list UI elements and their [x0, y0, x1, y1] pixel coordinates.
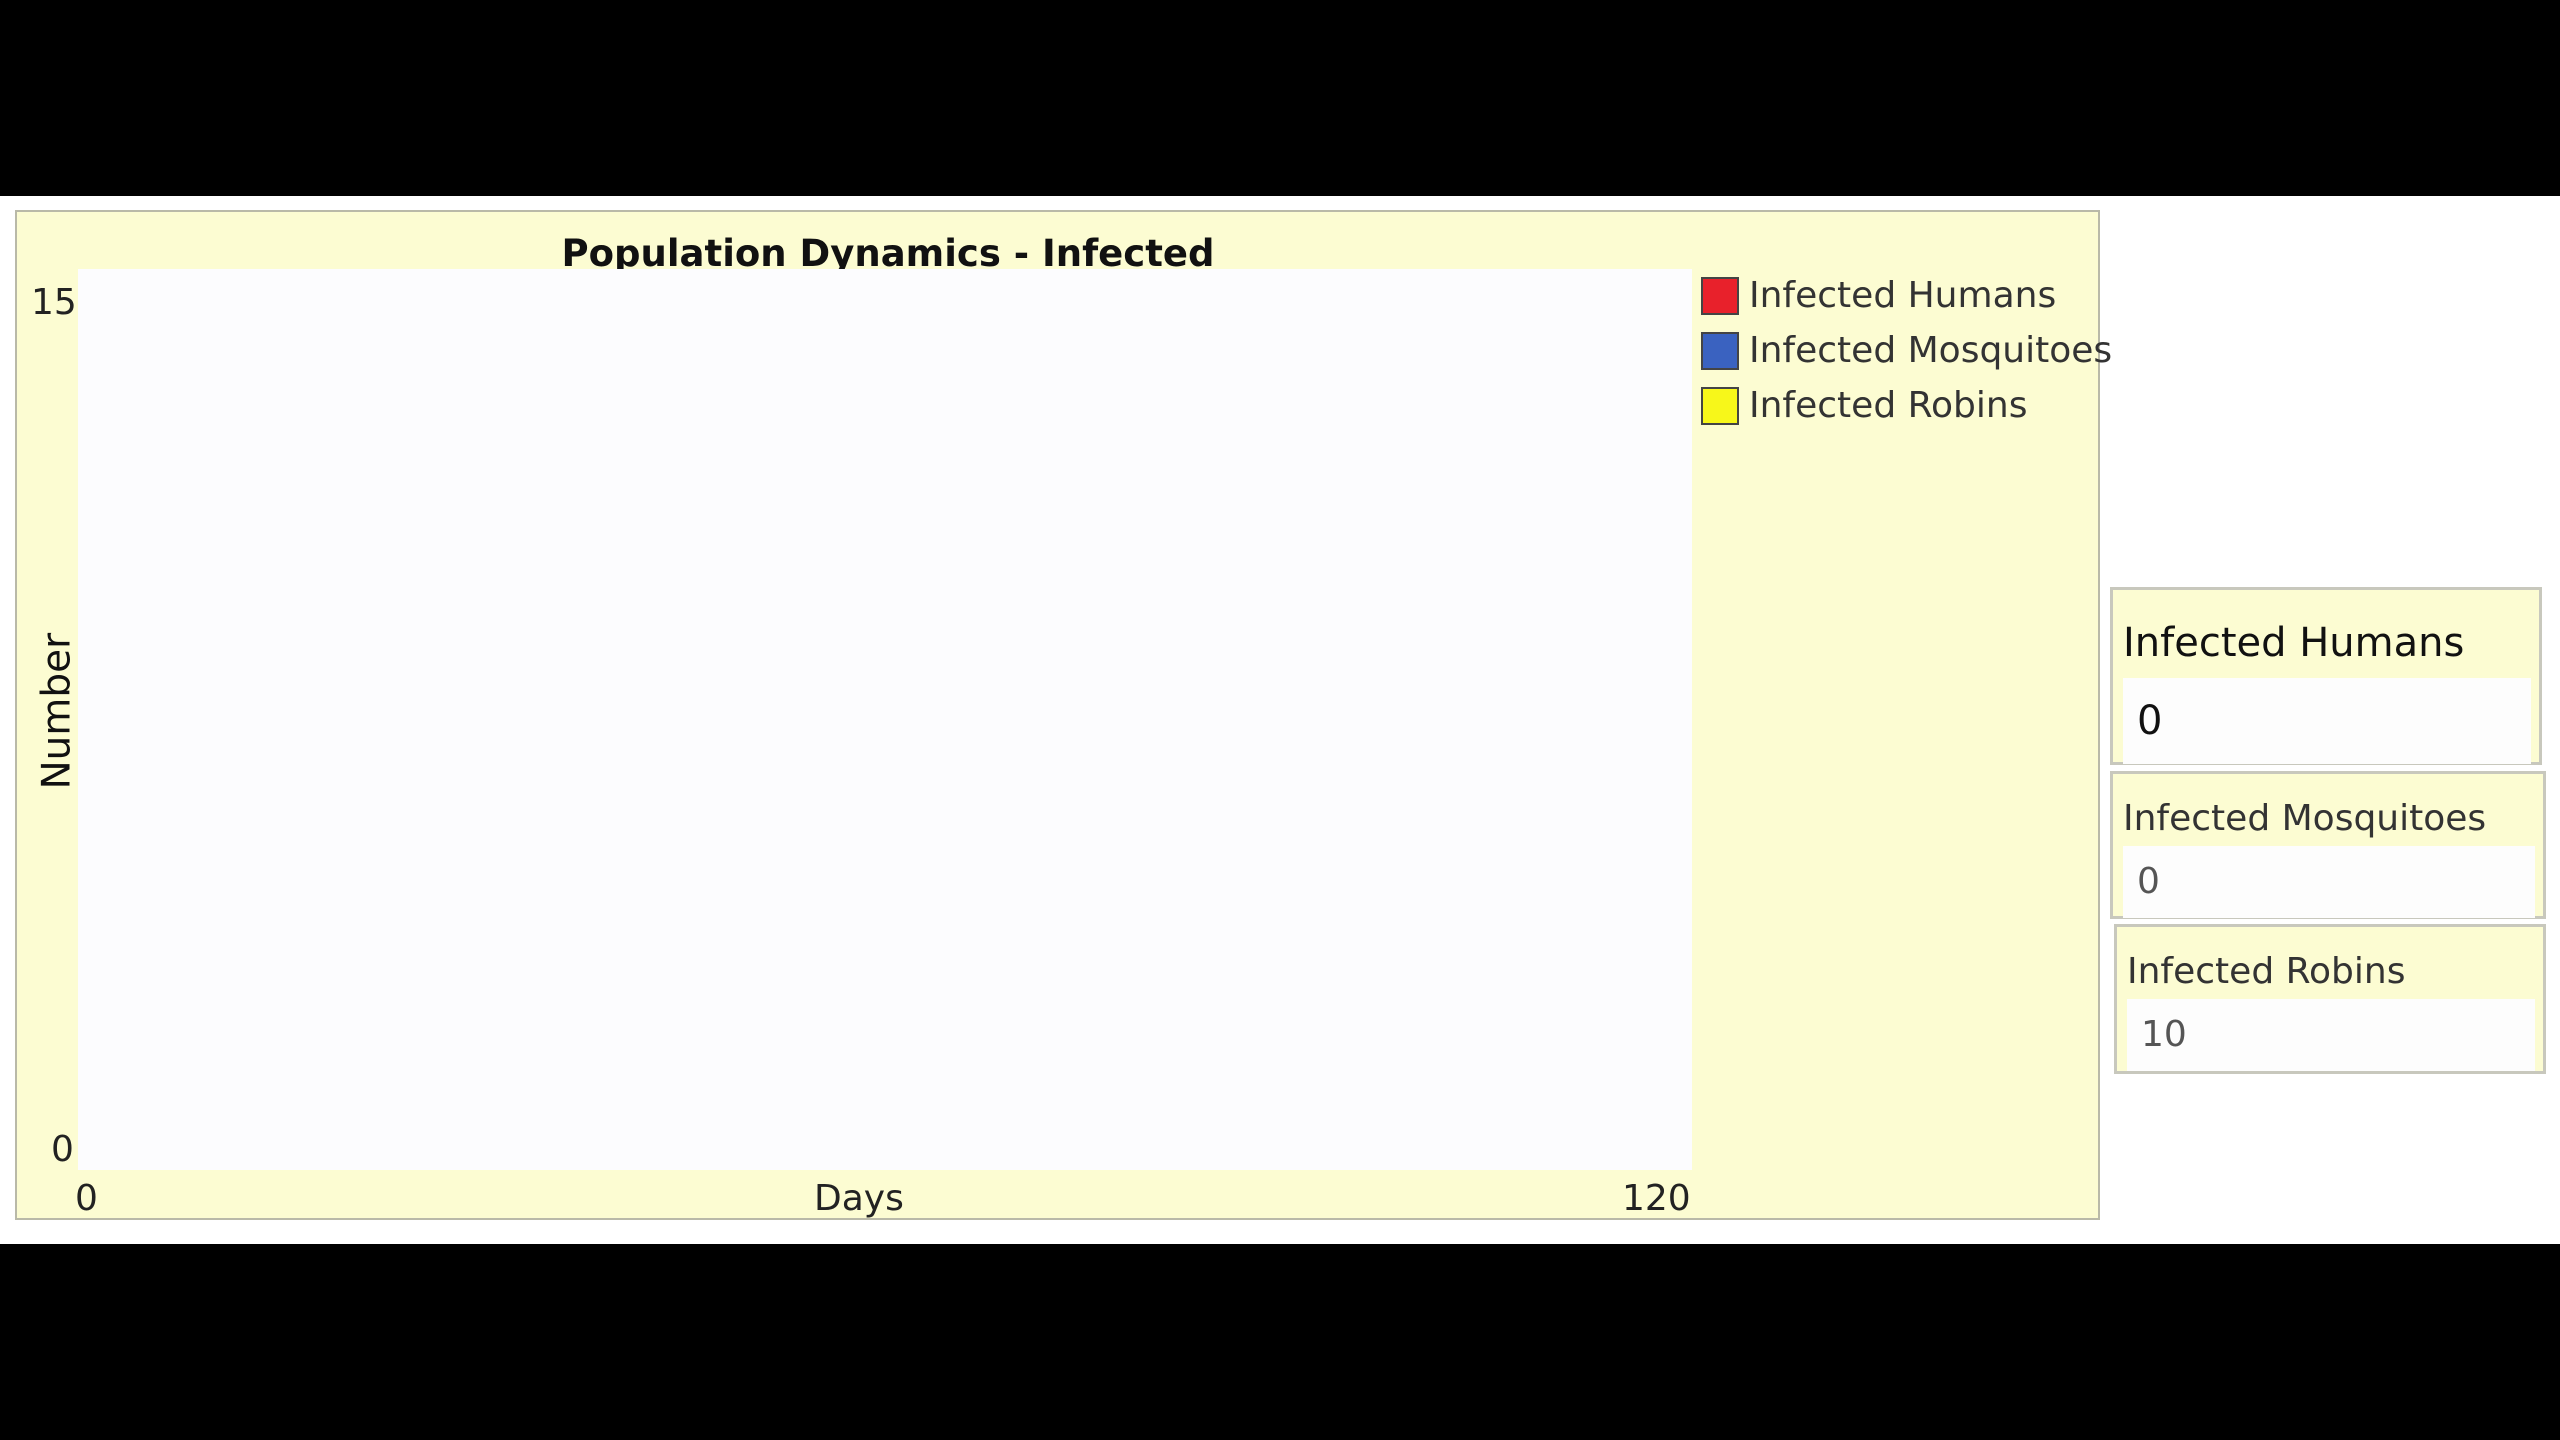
monitor-value-infected-robins: 10	[2127, 999, 2535, 1071]
x-axis-max-label: 120	[1622, 1178, 1691, 1219]
monitor-label-infected-humans: Infected Humans	[2123, 620, 2465, 666]
monitor-label-infected-robins: Infected Robins	[2127, 951, 2406, 992]
plot-svg	[78, 269, 1692, 1170]
monitor-label-infected-mosquitoes: Infected Mosquitoes	[2123, 798, 2487, 839]
plot-legend: Infected Humans Infected Mosquitoes Infe…	[1701, 268, 2112, 433]
netlogo-interface: Population Dynamics - Infected 15 0 Numb…	[0, 196, 2560, 1244]
x-axis-min-label: 0	[75, 1178, 98, 1219]
legend-item-infected-humans: Infected Humans	[1701, 268, 2112, 323]
legend-label-infected-robins: Infected Robins	[1749, 385, 2028, 426]
y-axis-label: Number	[34, 632, 80, 790]
plot-canvas	[78, 269, 1692, 1170]
plot-title: Population Dynamics - Infected	[561, 232, 1215, 275]
monitor-value-infected-humans: 0	[2123, 678, 2531, 764]
legend-item-infected-mosquitoes: Infected Mosquitoes	[1701, 323, 2112, 378]
legend-swatch-infected-humans	[1701, 276, 1739, 315]
monitor-value-infected-mosquitoes: 0	[2123, 846, 2535, 918]
y-axis-max-label: 15	[31, 282, 77, 323]
legend-item-infected-robins: Infected Robins	[1701, 378, 2112, 433]
monitor-infected-mosquitoes[interactable]: Infected Mosquitoes 0	[2110, 771, 2546, 919]
monitor-infected-robins[interactable]: Infected Robins 10	[2114, 924, 2546, 1074]
population-dynamics-plot[interactable]: Population Dynamics - Infected 15 0 Numb…	[15, 210, 2112, 1220]
x-axis-label: Days	[814, 1178, 904, 1219]
y-axis-min-label: 0	[51, 1129, 74, 1170]
monitor-infected-humans[interactable]: Infected Humans 0	[2110, 587, 2542, 765]
legend-label-infected-mosquitoes: Infected Mosquitoes	[1749, 330, 2113, 371]
legend-swatch-infected-robins	[1701, 386, 1739, 425]
legend-label-infected-humans: Infected Humans	[1749, 275, 2057, 316]
legend-swatch-infected-mosquitoes	[1701, 331, 1739, 370]
